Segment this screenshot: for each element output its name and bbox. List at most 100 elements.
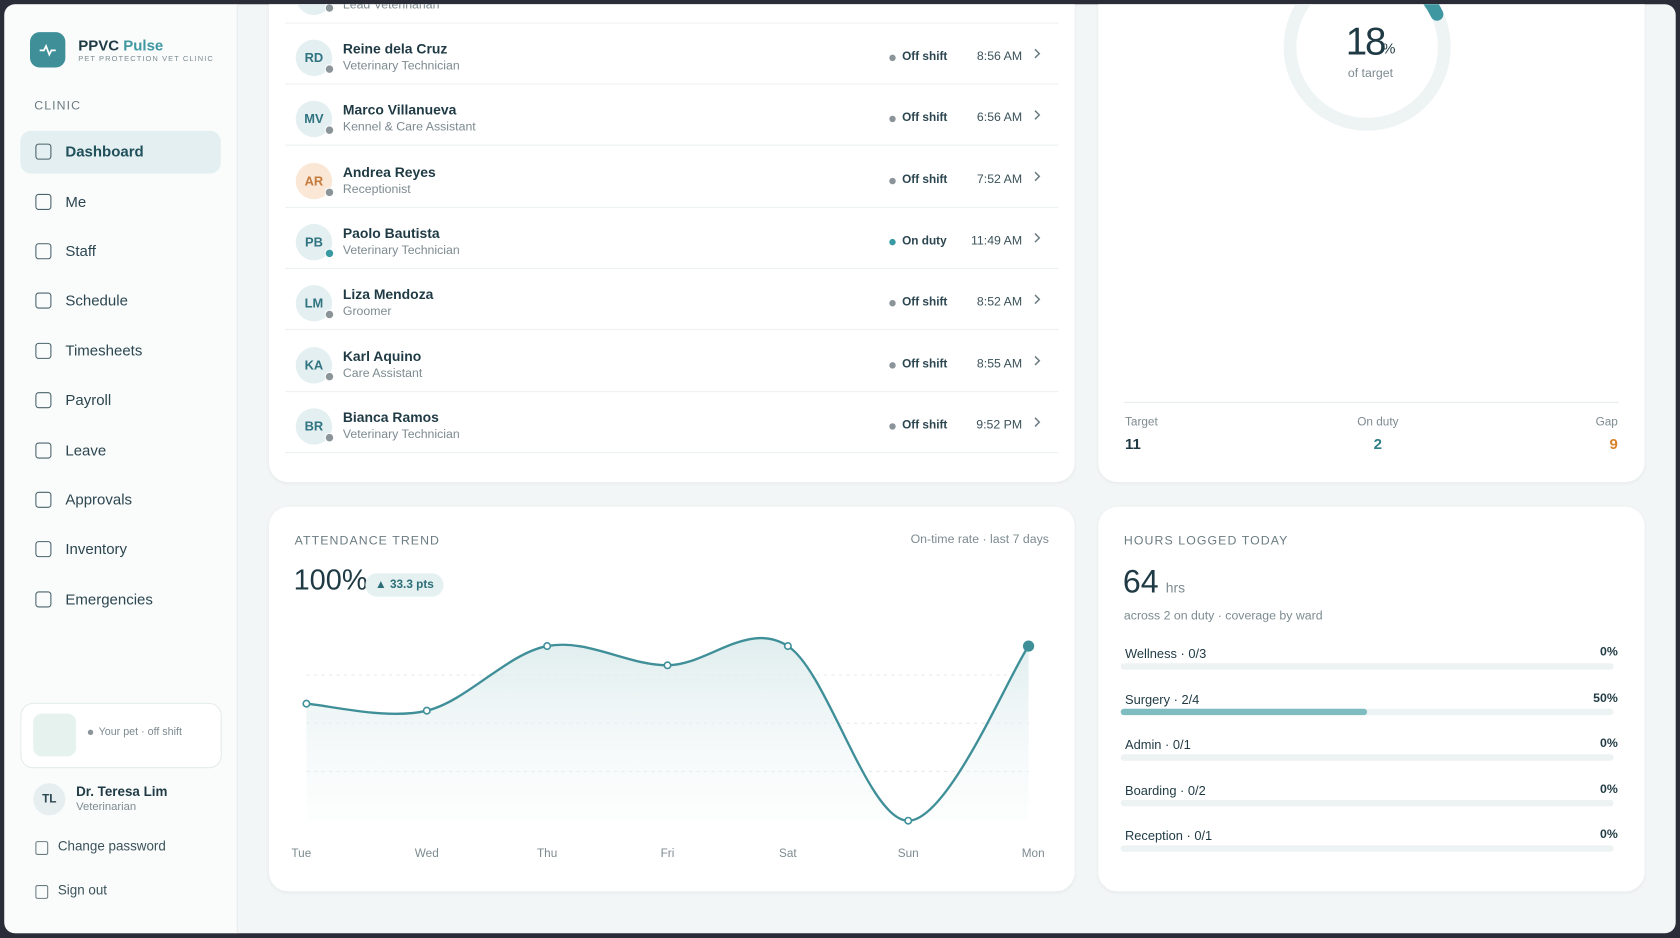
ward-label: Boarding · 0/2 xyxy=(1125,782,1206,798)
status-dot xyxy=(889,116,896,123)
status-dot xyxy=(889,238,896,246)
status: Off shift xyxy=(902,173,948,187)
nav-active-bg xyxy=(20,130,221,174)
avatar xyxy=(295,4,333,16)
action-icon xyxy=(35,885,49,899)
chevron xyxy=(1034,171,1041,182)
status: On duty xyxy=(902,234,947,248)
donut-caption: of target xyxy=(1347,67,1394,81)
attendance-subtitle: On-time rate · last 7 days xyxy=(910,533,1049,547)
row-divider xyxy=(285,452,1059,454)
action: Sign out xyxy=(57,882,108,898)
ward-label: Surgery · 2/4 xyxy=(1125,691,1200,707)
staff-role: Kennel & Care Assistant xyxy=(342,121,476,135)
row-divider xyxy=(285,267,1059,269)
staff-name: Paolo Bautista xyxy=(342,224,440,242)
staff-role: Veterinary Technician xyxy=(342,244,460,258)
ward-label: Admin · 0/1 xyxy=(1125,737,1191,753)
status-dot xyxy=(889,361,896,369)
ward-label: Reception · 0/1 xyxy=(1125,828,1213,844)
nav-icon xyxy=(35,193,52,211)
status: Off shift xyxy=(902,296,948,309)
nav-icon xyxy=(35,442,52,459)
stat-label: Gap xyxy=(1595,415,1618,429)
staff-name: Liza Mendoza xyxy=(342,286,434,303)
nav-icon xyxy=(35,591,52,608)
user-avatar: TL xyxy=(33,783,66,816)
status-dot xyxy=(889,54,896,62)
window: PPVC Pulse PET PROTECTION VET CLINIC CLI… xyxy=(4,4,1676,934)
chevron xyxy=(1034,233,1041,243)
row-divider xyxy=(285,83,1059,85)
status-dot xyxy=(889,423,896,430)
hours-total: 64 xyxy=(1122,564,1159,601)
avatar: LM xyxy=(295,285,333,322)
staff-role: Care Assistant xyxy=(342,367,423,380)
attendance-title: ATTENDANCE TREND xyxy=(294,534,441,548)
staff-role: Receptionist xyxy=(342,182,411,196)
x-tick-label: Wed xyxy=(415,847,439,860)
status: Off shift xyxy=(902,50,948,64)
nav-item: Dashboard xyxy=(65,142,144,160)
row-divider xyxy=(285,144,1059,147)
nav-item: Approvals xyxy=(65,490,133,508)
ward-pct: 0% xyxy=(1600,737,1618,751)
point xyxy=(302,699,311,708)
pet-status: Your pet · off shift xyxy=(98,726,182,739)
avatar-dot xyxy=(324,432,335,443)
overlay: Tue Wed Thu Fri Sat Sun Mon xyxy=(291,4,1614,860)
divider xyxy=(1123,401,1619,403)
stat-label: Target xyxy=(1125,415,1158,429)
status-dot xyxy=(889,300,896,307)
nav-item: Inventory xyxy=(65,540,128,558)
hours-card: HOURS LOGGED TODAY 64 hrs across 2 on du… xyxy=(1098,506,1645,892)
action: Change password xyxy=(57,838,166,854)
time: 11:49 AM xyxy=(970,234,1023,248)
pet-card: Your pet · off shift xyxy=(20,702,222,769)
staff-role: Veterinary Technician xyxy=(342,428,460,442)
staff-name: Karl Aquino xyxy=(342,347,422,364)
point xyxy=(663,661,672,670)
donut-value: 18 xyxy=(1345,19,1387,64)
section-label: CLINIC xyxy=(34,99,82,113)
stat-value: 9 xyxy=(1609,435,1618,453)
staff-name: Reine dela Cruz xyxy=(342,40,448,57)
time: 9:52 PM xyxy=(976,418,1023,432)
x-tick-label: Fri xyxy=(661,847,675,860)
nav-icon xyxy=(35,143,52,160)
nav-icon xyxy=(35,541,52,558)
nav-icon xyxy=(35,243,52,260)
ward-pct: 0% xyxy=(1600,828,1618,842)
chevron xyxy=(1034,110,1041,120)
area xyxy=(306,638,1029,821)
bar-track xyxy=(1120,754,1614,761)
x-tick-label: Thu xyxy=(537,847,557,860)
coverage-card xyxy=(1098,4,1645,483)
status: Off shift xyxy=(902,357,948,371)
avatar-dot xyxy=(324,187,335,197)
bar-track xyxy=(1120,663,1614,670)
x-tick-label: Sun xyxy=(898,847,919,860)
nav-item: Leave xyxy=(65,441,107,459)
point xyxy=(783,642,792,651)
nav-icon xyxy=(35,392,52,409)
sidebar: PPVC Pulse PET PROTECTION VET CLINIC CLI… xyxy=(4,4,238,934)
point xyxy=(904,816,913,825)
nav-item: Timesheets xyxy=(65,341,143,359)
nav-item: Staff xyxy=(65,242,96,260)
pet-avatar xyxy=(33,713,77,757)
chevron xyxy=(1034,355,1041,366)
bar-track xyxy=(1120,799,1614,807)
staff-name: Andrea Reyes xyxy=(342,163,436,180)
row-divider xyxy=(285,22,1059,24)
hours-subtitle: across 2 on duty · coverage by ward xyxy=(1123,609,1323,623)
chevron xyxy=(1034,48,1041,59)
status-dot xyxy=(889,177,896,184)
time: 8:56 AM xyxy=(976,50,1023,64)
avatar-dot xyxy=(324,248,335,259)
brand-tagline: PET PROTECTION VET CLINIC xyxy=(78,55,214,64)
time: 6:56 AM xyxy=(976,111,1023,125)
donut-arc xyxy=(1423,4,1444,21)
chevron xyxy=(1034,417,1041,427)
donut-track xyxy=(1283,4,1451,131)
